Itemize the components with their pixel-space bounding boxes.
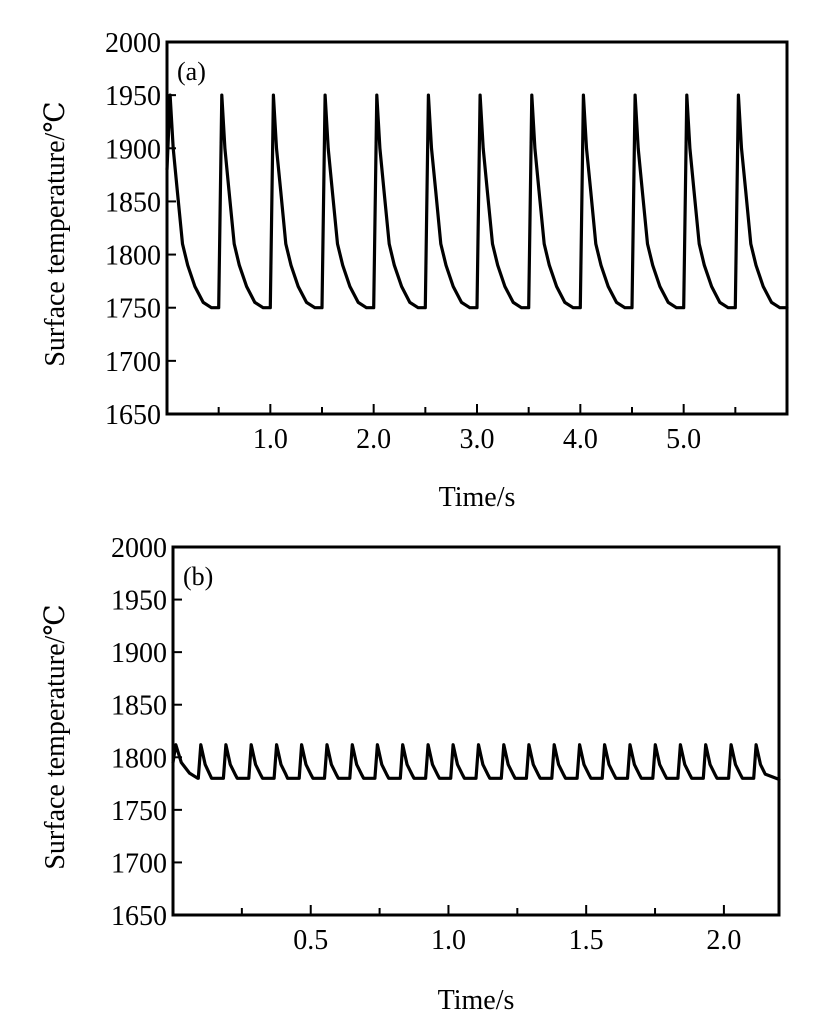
y-tick-label: 1950 <box>111 586 167 617</box>
y-tick-label: 1650 <box>105 400 161 431</box>
panel-label: (a) <box>177 57 206 86</box>
y-tick-label: 2000 <box>105 28 161 59</box>
panel-label: (b) <box>183 562 213 591</box>
x-tick-label: 2.0 <box>706 925 741 956</box>
y-tick-label: 1650 <box>111 901 167 932</box>
y-tick-label: 1800 <box>105 241 161 272</box>
y-axis-label: Surface temperature/℃ <box>40 101 71 366</box>
y-axis-label: Surface temperature/℃ <box>40 604 71 869</box>
x-tick-label: 2.0 <box>356 424 391 455</box>
y-tick-label: 1850 <box>111 691 167 722</box>
y-tick-label: 1750 <box>111 796 167 827</box>
y-tick-label: 1800 <box>111 743 167 774</box>
x-tick-label: 1.5 <box>569 925 604 956</box>
x-tick-label: 1.0 <box>431 925 466 956</box>
y-tick-label: 2000 <box>111 533 167 564</box>
y-tick-label: 1700 <box>111 848 167 879</box>
y-tick-label: 1750 <box>105 294 161 325</box>
chart-panel-a: 1650 1700 1750 1800 1850 1900 1950 2000 1.0 2.0 3.… <box>40 28 789 513</box>
plot-frame <box>171 545 781 917</box>
series-line-0 <box>165 93 789 310</box>
y-tick-label: 1700 <box>105 347 161 378</box>
y-tick-label: 1900 <box>105 134 161 165</box>
x-tick-label: 1.0 <box>253 424 288 455</box>
y-tick-label: 1900 <box>111 638 167 669</box>
x-tick-label: 0.5 <box>293 925 328 956</box>
series-line-0 <box>171 743 781 782</box>
y-tick-label: 1850 <box>105 187 161 218</box>
x-tick-label: 3.0 <box>460 424 495 455</box>
x-axis-label: Time/s <box>438 985 515 1016</box>
x-tick-label: 5.0 <box>666 424 701 455</box>
x-tick-label: 4.0 <box>563 424 598 455</box>
x-axis-label: Time/s <box>439 482 516 513</box>
chart-panel-b: 1650 1700 1750 1800 1850 1900 1950 2000 0.5 1.0 1.… <box>40 533 781 1016</box>
y-tick-label: 1950 <box>105 81 161 112</box>
